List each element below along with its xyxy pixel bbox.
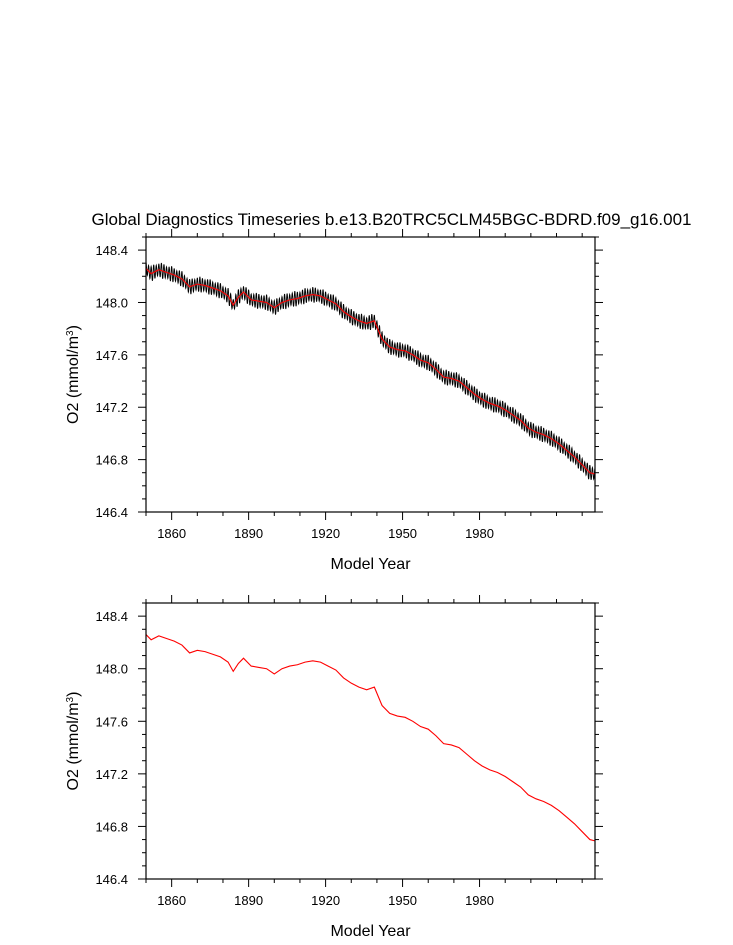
x-tick-label: 1860 bbox=[157, 526, 186, 541]
chart-panel-bottom: 1860 1890 1920 1950 1980 146.4 146.8 147.2 147.6… bbox=[65, 595, 603, 940]
series-line-annual-mean bbox=[146, 634, 595, 842]
x-axis-label: Model Year bbox=[330, 923, 411, 940]
y-axis-label-close: ) bbox=[65, 325, 82, 330]
y-axis-label-main: O2 (mmol/m bbox=[65, 702, 82, 790]
x-tick-label: 1920 bbox=[311, 893, 340, 908]
y-tick-label: 148.4 bbox=[95, 609, 128, 624]
y-axis-label: O2 (mmol/m3) bbox=[65, 325, 83, 424]
y-tick-label: 146.4 bbox=[95, 872, 128, 887]
y-tick-label: 148.4 bbox=[95, 243, 128, 258]
chart-title: Global Diagnostics Timeseries b.e13.B20T… bbox=[91, 210, 691, 229]
y-tick-label: 147.6 bbox=[95, 348, 128, 363]
y-axis-label-close: ) bbox=[65, 692, 82, 697]
plot-frame bbox=[145, 602, 596, 880]
y-tick-label: 148.0 bbox=[95, 295, 128, 310]
x-tick-label: 1980 bbox=[465, 526, 494, 541]
x-tick-label: 1950 bbox=[388, 893, 417, 908]
y-tick-label: 146.8 bbox=[95, 453, 128, 468]
x-tick-label: 1890 bbox=[234, 893, 263, 908]
x-tick-label: 1890 bbox=[234, 526, 263, 541]
series-line-monthly bbox=[146, 261, 595, 481]
x-tick-label: 1950 bbox=[388, 526, 417, 541]
x-tick-label: 1860 bbox=[157, 893, 186, 908]
y-axis-label-superscript: 3 bbox=[65, 330, 76, 336]
x-tick-label: 1920 bbox=[311, 526, 340, 541]
x-tick-label: 1980 bbox=[465, 893, 494, 908]
y-tick-label: 148.0 bbox=[95, 662, 128, 677]
y-tick-label: 147.2 bbox=[95, 400, 128, 415]
chart-panel-top: Global Diagnostics Timeseries b.e13.B20T… bbox=[65, 210, 692, 573]
y-tick-label: 147.6 bbox=[95, 714, 128, 729]
x-axis-label: Model Year bbox=[330, 556, 411, 573]
plot-frame bbox=[145, 236, 596, 513]
y-tick-label: 146.4 bbox=[95, 505, 128, 520]
y-tick-label: 146.8 bbox=[95, 819, 128, 834]
y-axis-label: O2 (mmol/m3) bbox=[65, 692, 83, 791]
y-axis-label-superscript: 3 bbox=[65, 696, 76, 702]
y-tick-label: 147.2 bbox=[95, 767, 128, 782]
y-axis-label-main: O2 (mmol/m bbox=[65, 336, 82, 424]
series-line-annual-mean bbox=[146, 268, 595, 475]
